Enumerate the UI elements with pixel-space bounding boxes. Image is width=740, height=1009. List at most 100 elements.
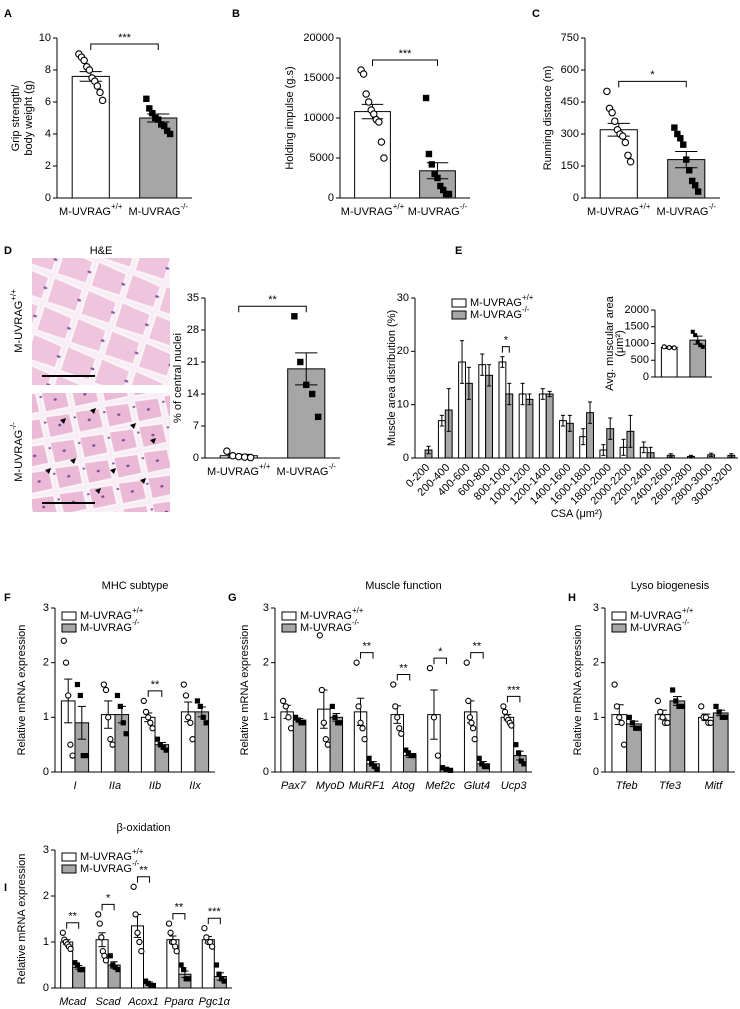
superscript: -/- <box>132 618 140 627</box>
data-point <box>671 345 677 351</box>
data-point <box>221 978 227 984</box>
data-point <box>246 453 255 462</box>
y-tick-label: 0 <box>193 452 199 464</box>
data-point <box>463 659 470 666</box>
y-tick-label: 300 <box>561 128 579 140</box>
superscript: +/+ <box>639 202 651 211</box>
data-point <box>157 742 163 748</box>
legend-label: M-UVRAG+/+ <box>300 606 364 622</box>
legend-swatch <box>611 611 627 621</box>
data-point <box>147 719 154 726</box>
y-tick-label: 15000 <box>303 72 334 84</box>
bar <box>712 712 729 773</box>
bar <box>280 711 294 773</box>
data-point <box>683 156 690 163</box>
data-point <box>229 451 237 460</box>
data-point <box>178 962 184 968</box>
y-tick-label: 0 <box>43 982 49 994</box>
y-axis-label: Relative mRNA expression <box>239 625 251 756</box>
superscript: -/- <box>328 462 336 471</box>
superscript: +/+ <box>9 289 18 301</box>
data-point <box>136 938 143 946</box>
y-tick-label: 0 <box>328 192 334 204</box>
significance-label: ** <box>473 641 482 653</box>
data-point <box>295 717 301 723</box>
bar <box>329 716 344 773</box>
x-tick-label: Pgc1α <box>199 996 231 1008</box>
panel-letter: A <box>4 8 12 20</box>
x-tick-label: M-UVRAG-/- <box>408 202 468 218</box>
y-axis-label: Running distance (m) <box>542 66 554 171</box>
significance-label: ** <box>268 294 277 306</box>
y-tick-label: 6 <box>45 96 51 108</box>
y-tick-label: 20 <box>397 345 409 357</box>
data-point <box>396 725 403 732</box>
legend-label: M-UVRAG+/+ <box>630 606 694 622</box>
legend-label: M-UVRAG-/- <box>630 618 690 634</box>
significance-bracket <box>506 695 521 703</box>
data-point <box>624 151 632 160</box>
data-point <box>85 66 94 74</box>
data-point <box>366 755 372 761</box>
bar <box>525 398 534 459</box>
x-tick-label: I <box>73 780 76 792</box>
label-text: M-UVRAG <box>80 610 132 622</box>
panel-letter: I <box>4 882 7 894</box>
data-point <box>434 174 441 182</box>
y-tick-label: 10 <box>39 32 51 44</box>
label-text: M-UVRAG <box>630 610 682 622</box>
y-tick-label: 1000 <box>625 337 649 349</box>
data-point <box>673 698 679 704</box>
data-point <box>466 714 474 721</box>
data-point <box>149 725 156 732</box>
data-point <box>616 714 623 721</box>
legend-label: M-UVRAG-/- <box>80 859 140 875</box>
significance-label: * <box>504 335 509 347</box>
x-tick-label: M-UVRAG+/+ <box>341 202 405 218</box>
y-tick-label: 21 <box>187 356 199 368</box>
data-point <box>79 967 86 973</box>
chart-title: MHC subtype <box>102 580 169 592</box>
superscript: +/+ <box>132 606 144 615</box>
data-point <box>447 767 454 773</box>
significance-bracket <box>136 876 151 883</box>
y-tick-label: 1 <box>593 711 599 723</box>
y-axis-label: Relative mRNA expression <box>572 625 584 756</box>
data-point <box>96 920 103 927</box>
data-point <box>107 953 113 959</box>
bar <box>660 347 678 378</box>
data-point <box>513 742 519 748</box>
data-point <box>300 720 307 726</box>
data-point <box>201 925 208 932</box>
bar <box>498 361 507 459</box>
data-point <box>145 714 152 721</box>
data-point <box>661 344 667 350</box>
legend-swatch <box>61 611 77 621</box>
data-point <box>67 945 74 953</box>
data-point <box>654 697 662 705</box>
data-point <box>371 763 377 770</box>
data-point <box>83 753 89 759</box>
data-point <box>437 182 444 190</box>
label-text: M-UVRAG <box>470 309 522 321</box>
significance-label: ** <box>175 902 184 914</box>
bar <box>485 374 494 459</box>
y-tick-label: 150 <box>561 160 579 172</box>
significance-bracket <box>90 43 159 50</box>
bar <box>545 393 554 459</box>
data-point <box>359 70 368 78</box>
data-point <box>690 329 695 334</box>
legend-label: M-UVRAG+/+ <box>80 606 144 622</box>
data-point <box>659 714 666 721</box>
significance-bracket <box>101 903 115 911</box>
data-point <box>722 714 729 720</box>
data-point <box>508 722 515 729</box>
he-image-wt <box>32 258 170 385</box>
he-image-ko <box>32 393 170 512</box>
y-tick-label: 1 <box>263 711 269 723</box>
y-tick-label: 20000 <box>303 32 334 44</box>
y-axis-label: Relative mRNA expression <box>16 854 28 985</box>
y-tick-label: 10000 <box>303 112 334 124</box>
data-point <box>165 920 173 927</box>
